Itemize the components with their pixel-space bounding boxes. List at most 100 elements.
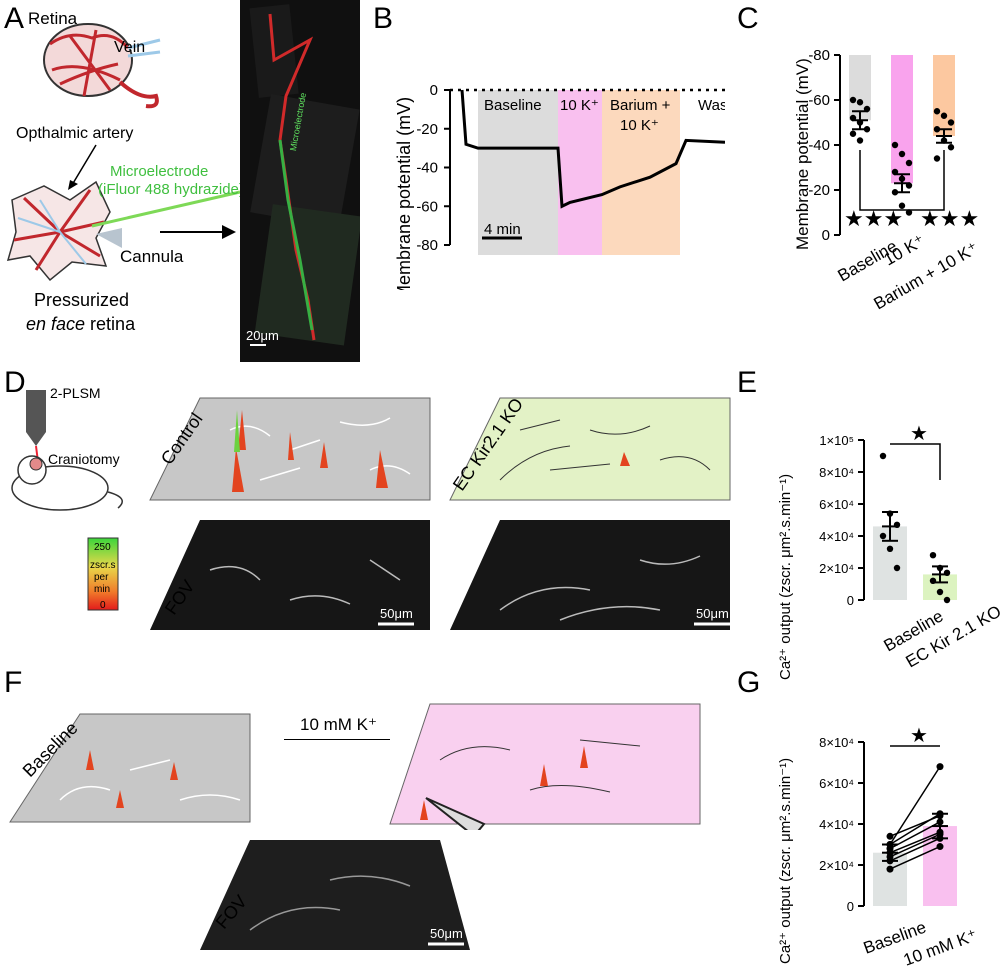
scale-bar-d2: 50μm	[696, 606, 729, 621]
b-ytick-label: -80	[416, 237, 438, 254]
phase-baseline: Baseline	[484, 97, 542, 114]
scale-bar-a: 20μm	[246, 328, 279, 343]
f-arrow-label: 10 mM K⁺	[300, 715, 377, 734]
craniotomy-label: Craniotomy	[48, 451, 120, 467]
y-tick-label: 8×10⁴	[819, 735, 854, 750]
g-star: ★	[910, 725, 928, 747]
data-point	[886, 832, 894, 840]
data-point	[856, 137, 864, 144]
phase-barium-2: 10 K⁺	[620, 117, 659, 134]
cbar-unit2: per	[94, 572, 109, 583]
data-point	[905, 182, 913, 189]
data-point	[893, 564, 901, 572]
data-point	[898, 175, 906, 182]
data-point	[905, 209, 913, 216]
mouse-illustration	[11, 390, 123, 511]
pair-line	[889, 766, 941, 845]
panel-b-chart: 0 -20 -40 -60 -80 Baseline 10 K⁺ Barium + 10…	[394, 82, 725, 290]
plsm-label: 2-PLSM	[50, 385, 101, 401]
phase-wash: Wash	[698, 97, 725, 114]
data-point	[893, 521, 901, 528]
y-tick-label: 4×10⁴	[819, 817, 854, 832]
scale-bar-d1: 50μm	[380, 606, 413, 621]
panel-label-b: B	[373, 2, 394, 35]
pair-line	[889, 821, 941, 850]
retina-label: Retina	[28, 9, 78, 28]
phase-bg-barium	[602, 90, 680, 255]
y-tick-label: 0	[822, 227, 830, 244]
pair-line	[889, 831, 941, 854]
data-point	[936, 564, 944, 572]
data-point	[849, 114, 857, 122]
data-point	[936, 843, 944, 851]
data-point	[929, 552, 937, 559]
y-tick-label: -40	[808, 137, 830, 154]
micrograph-a: Microelectrode 20μm	[240, 0, 362, 362]
panel-label-g: G	[737, 666, 761, 699]
b-ytick-label: -60	[416, 198, 438, 215]
e-ylabel: Ca²⁺ output (zscr. μm².s.min⁻¹)	[777, 474, 794, 680]
c-stars-right: ★★★	[920, 206, 979, 231]
significance-bracket	[859, 150, 945, 211]
panel-label-c: C	[737, 2, 759, 35]
data-point	[849, 96, 857, 104]
phase-10k: 10 K⁺	[560, 97, 599, 114]
f-arrow: 10 mM K⁺	[284, 715, 390, 740]
y-tick-label: -20	[808, 182, 830, 199]
ko-fov: 50μm	[450, 520, 730, 630]
b-ylabel: Membrane potential (mV)	[394, 97, 414, 290]
cannula-label: Cannula	[120, 247, 184, 266]
b-ytick-label: -20	[416, 121, 438, 138]
control-surface: Control	[149, 397, 431, 501]
e-star: ★	[910, 423, 928, 445]
caption-1: Pressurized	[34, 290, 129, 310]
y-tick-label: 0	[847, 593, 854, 608]
data-point	[933, 126, 941, 133]
data-point	[879, 532, 887, 540]
data-point	[936, 834, 944, 842]
data-point	[936, 763, 944, 771]
pair-line	[889, 813, 941, 846]
significance-bracket	[890, 443, 941, 480]
data-point	[879, 452, 887, 460]
bar	[933, 55, 955, 136]
bar	[891, 55, 913, 184]
b-ytick-label: 0	[430, 82, 438, 99]
data-point	[886, 857, 894, 865]
data-point	[891, 141, 899, 149]
cbar-unit1: zscr.s	[90, 560, 116, 571]
y-tick-label: 6×10⁴	[819, 497, 854, 512]
data-point	[891, 168, 899, 176]
vein-label: Vein	[114, 39, 145, 56]
g-ylabel: Ca²⁺ output (zscr. μm².s.min⁻¹)	[777, 758, 794, 964]
b-ytick-label: -40	[416, 160, 438, 177]
data-point	[891, 189, 899, 196]
y-tick-label: 1×10⁵	[819, 433, 854, 448]
panel-e-chart: 0 2×10⁴ 4×10⁴ 6×10⁴ 8×10⁴ 1×10⁵ Ca²⁺ output (…	[777, 423, 1000, 680]
y-tick-label: 8×10⁴	[819, 465, 854, 480]
y-tick-label: -60	[808, 92, 830, 109]
panel-c-chart: 0 -20 -40 -60 -80 Membrane potential (mV) ★★…	[793, 47, 981, 313]
data-point	[863, 105, 871, 113]
f-k-surface	[389, 703, 701, 830]
data-point	[898, 150, 906, 158]
data-point	[936, 810, 944, 818]
b-scale-label: 4 min	[484, 221, 521, 238]
microelectrode-line	[91, 190, 241, 228]
data-point	[933, 108, 941, 115]
pair-line	[889, 845, 941, 870]
panel-label-a: A	[4, 2, 25, 35]
flat-retina-illustration	[6, 180, 111, 282]
y-tick-label: 4×10⁴	[819, 529, 854, 544]
panel-a-diagram: Retina Vein Opthalmic artery Microelectr…	[6, 9, 244, 334]
f-fov: 50μm FOV	[200, 840, 470, 950]
c-cat-1: 10 K⁺	[881, 231, 929, 269]
data-point	[886, 841, 894, 848]
data-point	[933, 155, 941, 162]
cbar-unit3: min	[94, 584, 110, 595]
arrow-down	[71, 144, 97, 186]
data-point	[863, 126, 871, 133]
data-point	[943, 569, 951, 576]
y-tick-label: 2×10⁴	[819, 858, 854, 873]
data-point	[936, 588, 944, 596]
